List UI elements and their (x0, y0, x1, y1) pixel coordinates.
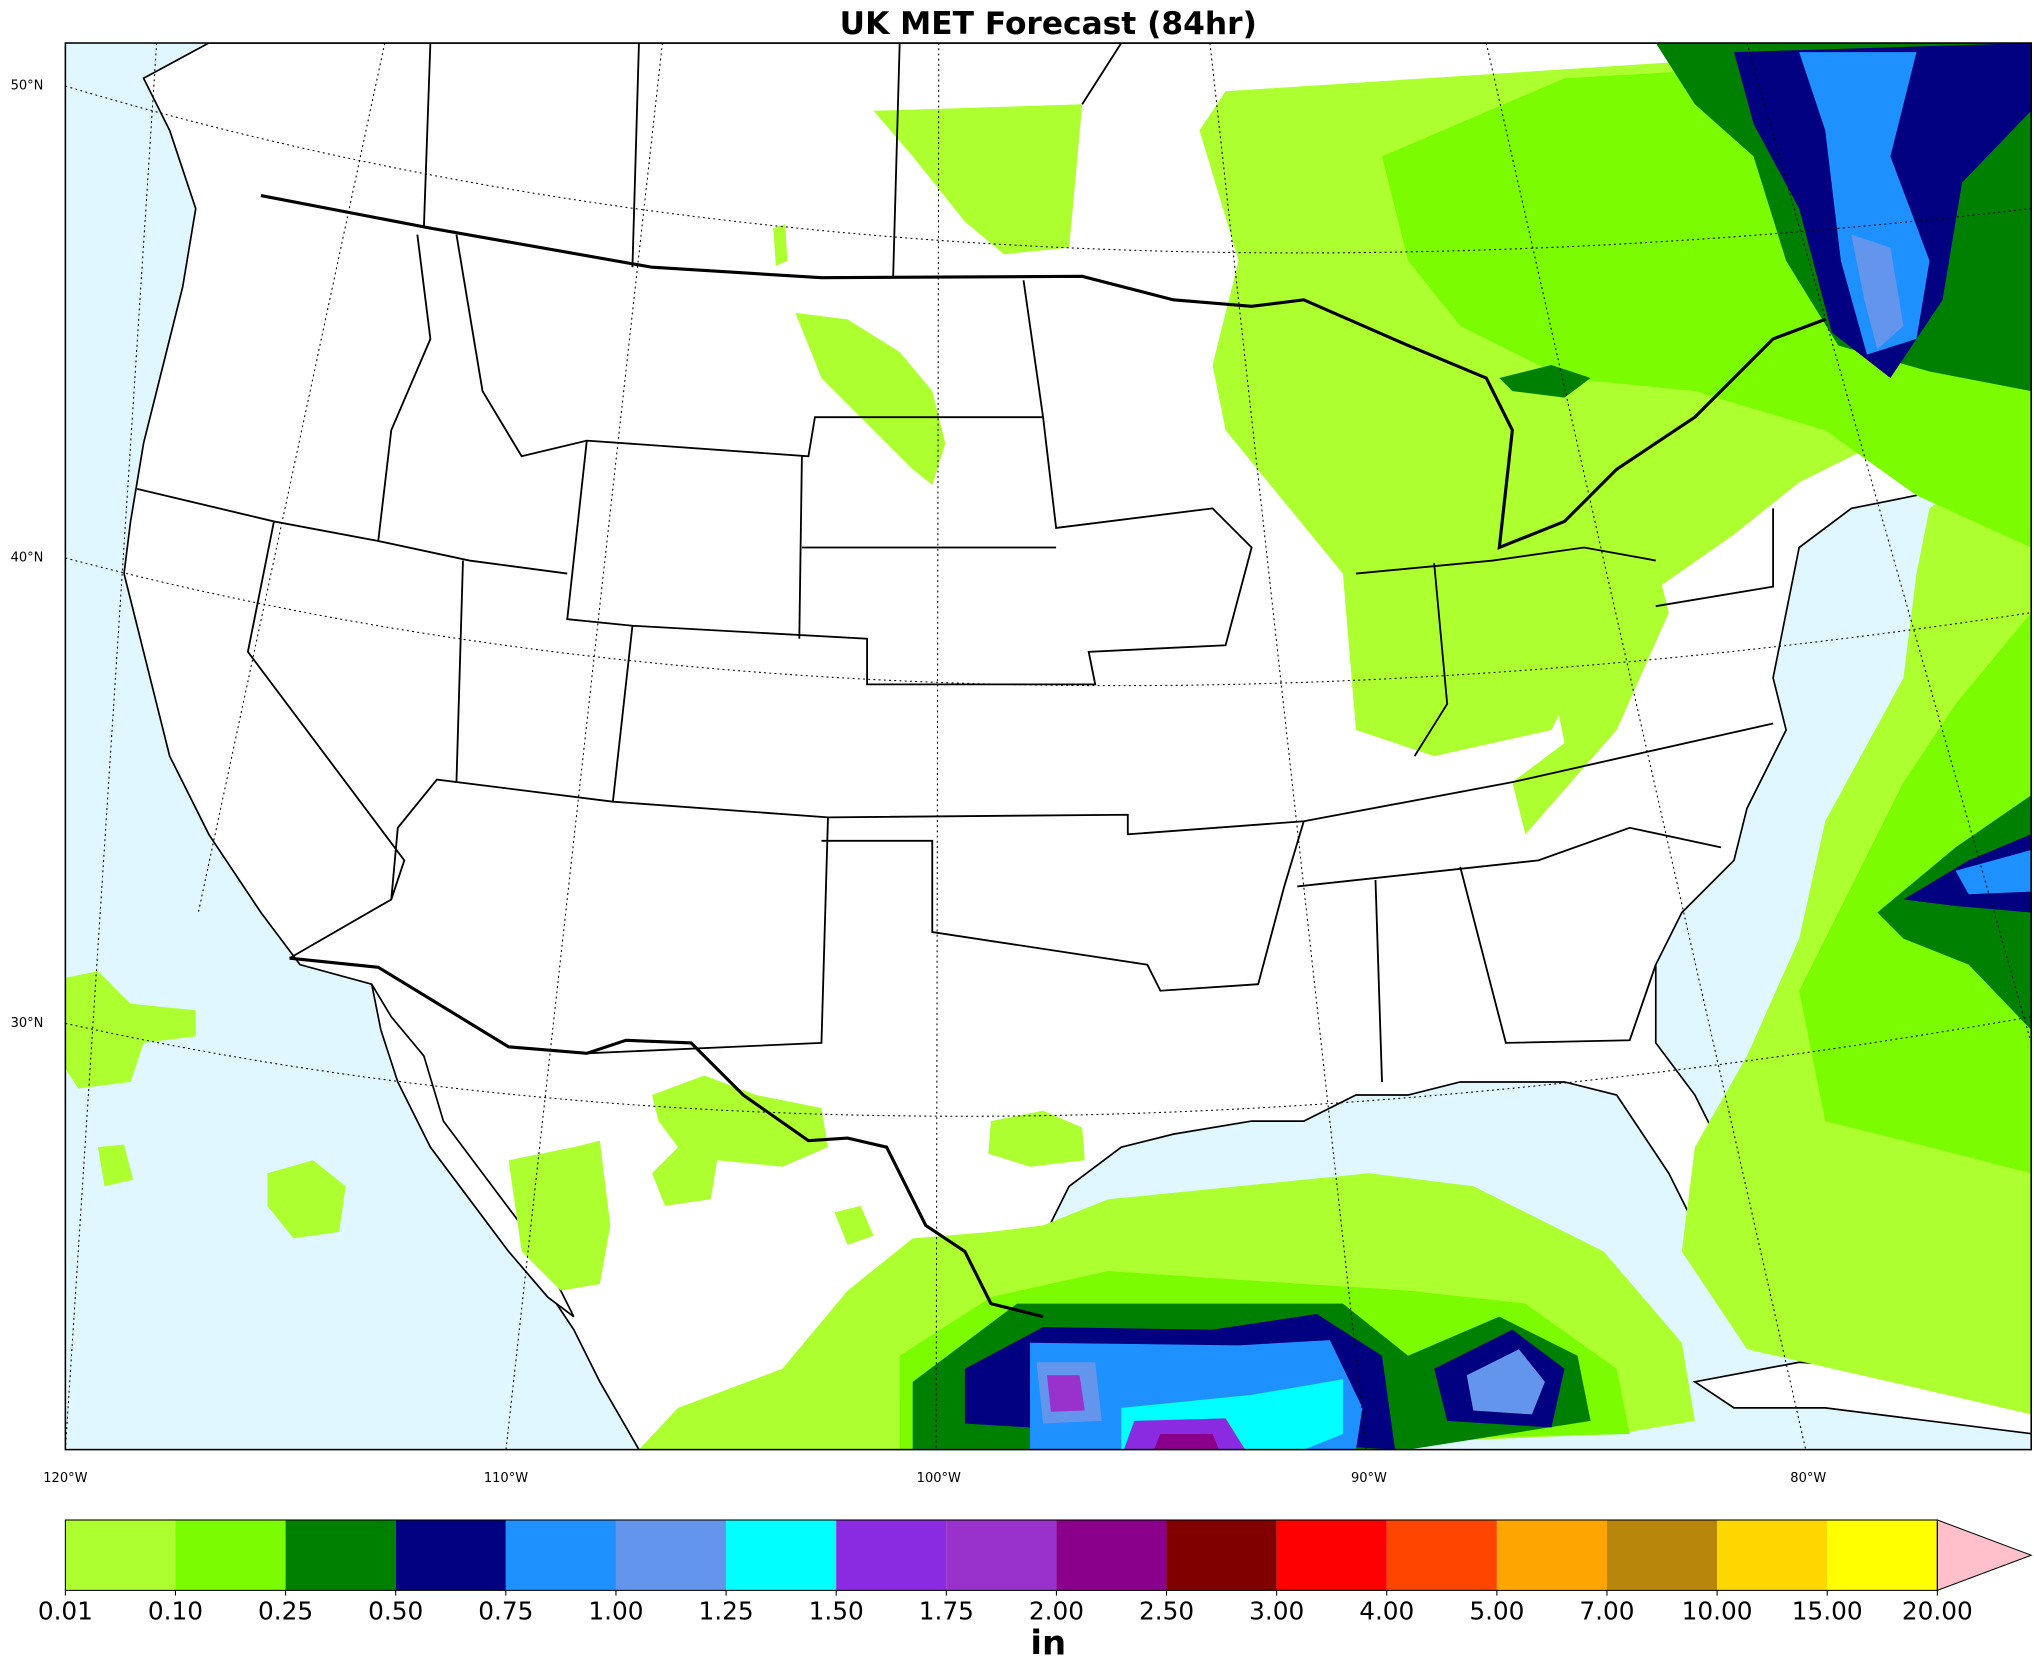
colorbar-segment (1056, 1519, 1167, 1591)
colorbar-segment (505, 1519, 616, 1591)
colorbar-tick-label: 1.25 (699, 1597, 754, 1626)
borders-part (260, 194, 1826, 550)
colorbar-extend (1936, 1519, 2033, 1592)
precipitation-part (873, 104, 1083, 255)
lon-label: 90°W (1351, 1471, 1387, 1486)
colorbar-segment (615, 1519, 727, 1591)
title: UK MET Forecast (84hr) (840, 6, 1257, 42)
graticule-part (65, 43, 2032, 1450)
colorbar-tick-label: 0.25 (258, 1597, 313, 1626)
lat-label: 40°N (11, 550, 44, 565)
borders (136, 43, 1826, 1319)
colorbar-segment (946, 1519, 1057, 1591)
colorbar-tick-label: 10.00 (1682, 1597, 1753, 1626)
map (65, 43, 2032, 1450)
colorbar-segment (1166, 1519, 1277, 1591)
colorbar-segment (1276, 1519, 1387, 1591)
colorbar-tick-label: 7.00 (1579, 1597, 1634, 1626)
colorbar-tick-label: 0.50 (368, 1597, 423, 1626)
precipitation-part (651, 1075, 828, 1206)
precipitation-part (1355, 560, 1669, 835)
colorbar-tick-label: 5.00 (1469, 1597, 1524, 1626)
borders-part (289, 956, 1044, 1319)
colorbar: 0.01 0.10 0.25 0.50 0.75 1.00 1.25 1.50 1.75 2.00… (38, 1519, 2033, 1626)
colorbar-segment (65, 1519, 176, 1591)
precipitation-part (795, 312, 946, 485)
colorbar-tick-label: 3.00 (1249, 1597, 1304, 1626)
map-frame (64, 42, 2032, 1451)
colorbar-tick-label: 20.00 (1902, 1597, 1973, 1626)
colorbar-tick-label: 2.00 (1029, 1597, 1084, 1626)
colorbar-tick-label: 4.00 (1359, 1597, 1414, 1626)
lat-label: 50°N (11, 79, 44, 94)
precipitation-part (1046, 1375, 1085, 1412)
colorbar-tick-label: 1.50 (809, 1597, 864, 1626)
colorbar-tick-label: 2.50 (1139, 1597, 1194, 1626)
colorbar-segment (1496, 1519, 1607, 1591)
colorbar-segment (1606, 1519, 1718, 1591)
colorbar-tick-label: 1.00 (588, 1597, 643, 1626)
lat-label: 30°N (11, 1016, 44, 1031)
colorbar-label: in (1030, 1624, 1066, 1663)
precipitation-part (834, 1205, 874, 1245)
precipitation-part (988, 1110, 1085, 1167)
precipitation-part (1799, 52, 1930, 355)
precipitation-part (773, 224, 788, 266)
precipitation-part (97, 1144, 134, 1187)
lon-label: 80°W (1790, 1471, 1826, 1486)
colorbar-segment (1386, 1519, 1497, 1591)
borders-part (136, 43, 1775, 1083)
lon-label: 120°W (43, 1471, 87, 1486)
colorbar-segment (175, 1519, 286, 1591)
precipitation-part (267, 1160, 346, 1239)
colorbar-segment (1827, 1519, 1938, 1591)
lon-label: 100°W (917, 1471, 961, 1486)
colorbar-segment (285, 1519, 396, 1591)
colorbar-segment (395, 1519, 506, 1591)
lon-label: 110°W (484, 1471, 528, 1486)
precipitation-part (65, 971, 196, 1089)
colorbar-segment (1717, 1519, 1828, 1591)
precipitation-part (1955, 849, 2032, 895)
precipitation-part (1153, 1433, 1220, 1450)
colorbar-tick-label: 0.75 (478, 1597, 533, 1626)
colorbar-tick-label: 0.10 (148, 1597, 203, 1626)
precipitation-part (508, 1140, 611, 1291)
colorbar-outline (64, 1519, 1938, 1591)
colorbar-segment (726, 1519, 837, 1591)
precipitation-part (1851, 234, 1904, 350)
axis-labels: 50°N 40°N 30°N 120°W 110°W 100°W 90°W 80°W (11, 79, 1827, 1486)
colorbar-tick-label: 1.75 (919, 1597, 974, 1626)
colorbar-tick-label: 15.00 (1792, 1597, 1863, 1626)
colorbar-tick-label: 0.01 (38, 1597, 93, 1626)
graticule (65, 43, 2032, 1450)
precipitation (65, 43, 2032, 1450)
precipitation-part (1499, 365, 1591, 398)
graticule-part (65, 85, 2032, 1117)
colorbar-segment (836, 1519, 947, 1591)
